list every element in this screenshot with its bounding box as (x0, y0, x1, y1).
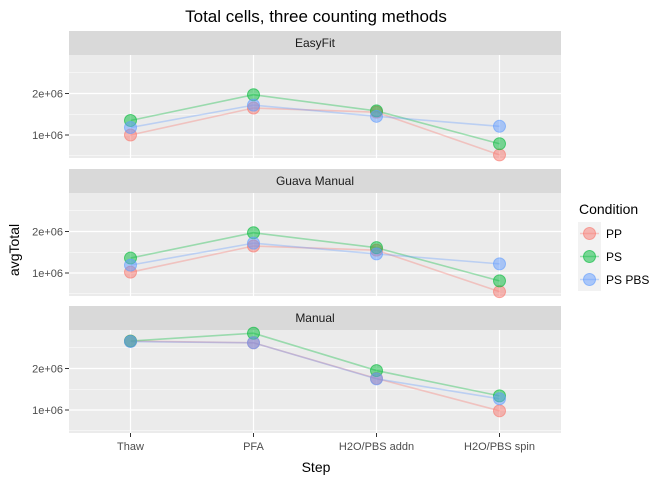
x-tick-label: Thaw (117, 441, 144, 453)
legend-dot-ps-pbs (583, 273, 596, 286)
panel-guava-manual: Guava Manual 1e+06 2e+06 (32, 169, 561, 299)
data-point-ps (493, 137, 506, 151)
legend: Condition PP PS PS PBS (578, 201, 649, 291)
data-point-ps-pbs (370, 109, 383, 123)
panel-manual: Manual 1e+06 2e+06 (32, 306, 561, 433)
series-line-ps (130, 93, 500, 145)
y-tick-label: 1e+06 (32, 405, 63, 417)
data-point-ps-pbs (247, 98, 260, 112)
data-point-ps-pbs (370, 372, 383, 386)
data-point-pp (493, 285, 506, 299)
data-point-ps-pbs (124, 258, 137, 272)
data-point-ps-pbs (370, 247, 383, 261)
series-line-pp (130, 107, 500, 156)
panel-strip (69, 31, 561, 55)
y-tick-label: 2e+06 (32, 364, 63, 376)
data-point-ps-pbs (493, 392, 506, 406)
data-point-ps-pbs (124, 121, 137, 135)
y-tick-label: 1e+06 (32, 130, 63, 142)
data-point-ps-pbs (493, 119, 506, 133)
legend-label-ps-pbs: PS PBS (606, 273, 649, 287)
data-point-ps-pbs (124, 335, 137, 349)
legend-dot-pp (583, 227, 596, 240)
panel-strip-label: Guava Manual (276, 174, 354, 188)
panel-background (69, 330, 561, 433)
data-point-ps-pbs (247, 336, 260, 350)
data-point-pp (493, 148, 506, 162)
x-tick-label: H2O/PBS spin (464, 441, 535, 453)
y-tick-label: 2e+06 (32, 227, 63, 239)
series-line-ps-pbs (130, 340, 500, 400)
panel-strip-label: EasyFit (295, 36, 336, 50)
series-line-ps-pbs (130, 242, 500, 266)
panel-strip (69, 169, 561, 193)
panel-easyfit: EasyFit 1e+06 2e+06 (32, 31, 561, 162)
panel-strip (69, 306, 561, 330)
legend-label-ps: PS (606, 250, 622, 264)
legend-dot-ps (583, 250, 596, 263)
data-point-ps-pbs (247, 236, 260, 250)
x-tick-label: H2O/PBS addn (339, 441, 414, 453)
series-line-pp (130, 340, 500, 412)
series-line-ps (130, 231, 500, 282)
data-point-ps-pbs (493, 257, 506, 271)
x-axis: Thaw PFA H2O/PBS addn H2O/PBS spin (117, 433, 535, 453)
chart-title: Total cells, three counting methods (185, 7, 447, 26)
panel-background (69, 193, 561, 296)
x-axis-title: Step (302, 459, 331, 475)
panel-strip-label: Manual (295, 311, 334, 325)
series-line-ps (130, 332, 500, 397)
y-tick-label: 2e+06 (32, 89, 63, 101)
panel-background (69, 55, 561, 158)
series-line-ps-pbs (130, 104, 500, 129)
legend-title: Condition (579, 201, 638, 217)
series-line-pp (130, 245, 500, 293)
x-tick-label: PFA (243, 441, 264, 453)
data-point-pp (493, 404, 506, 418)
data-point-ps (493, 274, 506, 288)
y-tick-label: 1e+06 (32, 268, 63, 280)
legend-label-pp: PP (606, 227, 622, 241)
y-axis-title: avgTotal (6, 224, 22, 276)
